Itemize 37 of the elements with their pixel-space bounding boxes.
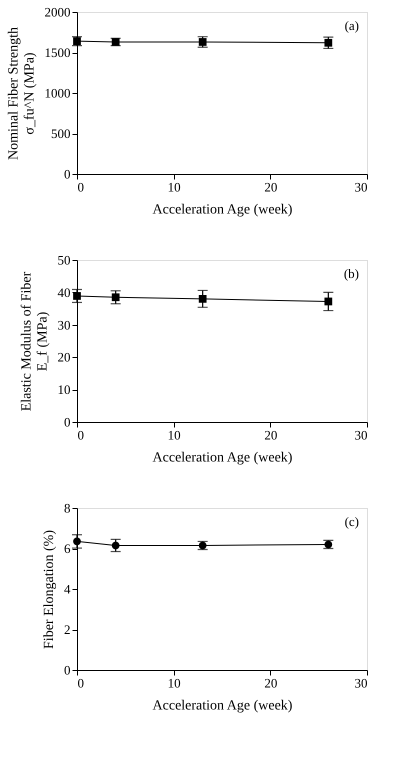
y-tick-label: 1000 (44, 86, 70, 100)
y-tick-label: 10 (58, 382, 70, 398)
annotation: (a) (344, 18, 359, 33)
y-tick-label: 20 (58, 350, 70, 365)
x-tick-label: 20 (264, 428, 278, 442)
y-tick-label: 0 (64, 662, 70, 678)
y-tick-label: 6 (64, 541, 71, 556)
x-axis-title: Acceleration Age (week) (152, 698, 293, 714)
y-tick-label: 8 (64, 500, 70, 516)
x-tick-label: 20 (264, 676, 278, 690)
x-axis-title: Acceleration Age (week) (152, 202, 293, 218)
annotation: (b) (344, 266, 359, 281)
y-tick-label: 0 (64, 166, 70, 182)
y-axis-title: Nominal Fiber Strength σ_fu^N (MPa) (6, 27, 38, 160)
x-tick-label: 10 (168, 676, 181, 690)
x-tick-label: 0 (78, 428, 84, 442)
y-tick-label: 0 (64, 414, 70, 430)
y-tick-label: 2000 (44, 4, 70, 20)
y-tick-label: 2 (64, 622, 70, 637)
y-tick-label: 4 (64, 582, 71, 596)
y-tick-label: 500 (51, 126, 70, 141)
x-tick-label: 30 (354, 180, 368, 194)
x-tick-label: 30 (354, 676, 368, 690)
annotation: (c) (344, 514, 359, 529)
x-tick-label: 20 (264, 180, 278, 194)
y-tick-label: 40 (58, 284, 70, 300)
x-tick-label: 0 (78, 676, 84, 690)
x-tick-label: 0 (78, 180, 84, 194)
y-tick-label: 1500 (44, 45, 70, 60)
x-tick-label: 10 (168, 428, 181, 442)
y-axis-title: Elastic Modulus of Fiber E_f (MPa) (20, 271, 50, 412)
y-tick-label: 50 (58, 252, 70, 268)
x-tick-label: 10 (168, 180, 181, 194)
x-tick-label: 30 (354, 428, 368, 442)
y-axis-title: Fiber Elongation (%) (42, 530, 57, 649)
y-tick-label: 30 (58, 317, 70, 332)
x-axis-title: Acceleration Age (week) (152, 450, 293, 466)
